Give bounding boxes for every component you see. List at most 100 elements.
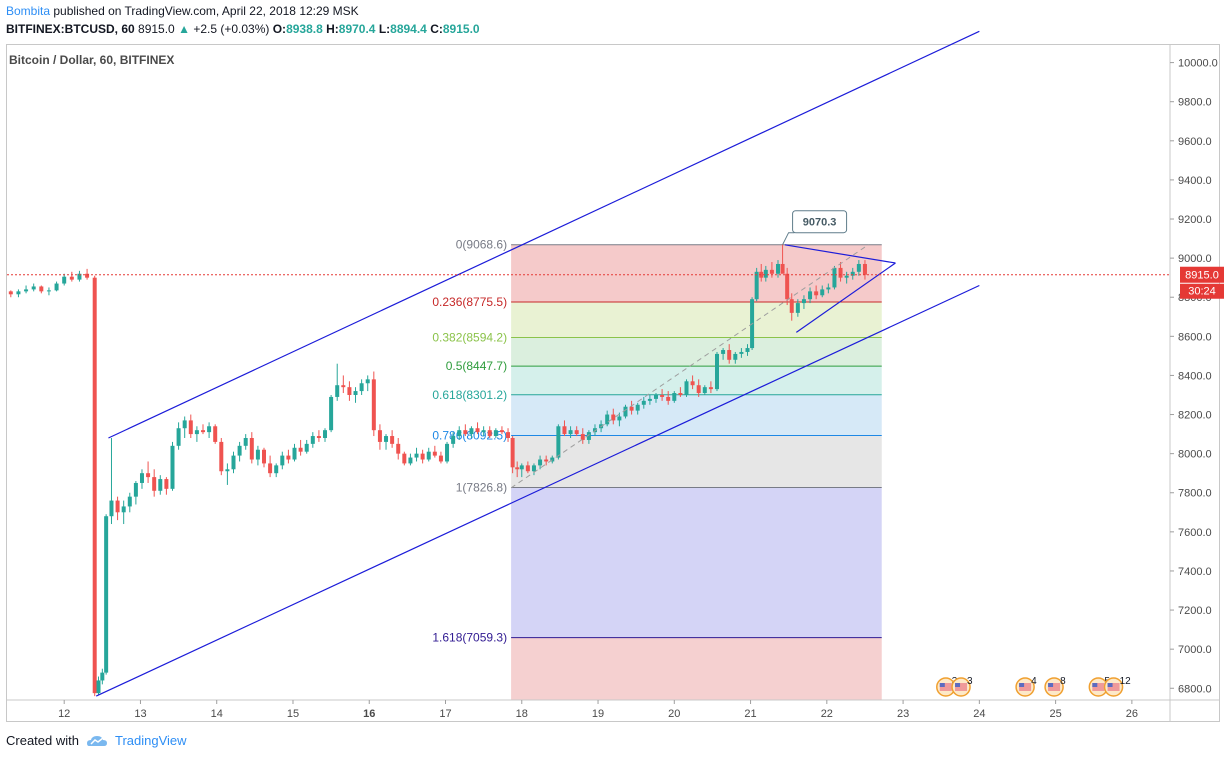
candle-body <box>46 290 51 292</box>
candle-body <box>182 420 187 429</box>
fib-level-label: 0.236(8775.5) <box>432 295 507 309</box>
event-marker-flag-icon[interactable]: 12 <box>1103 676 1132 697</box>
event-marker-flag <box>1048 683 1061 691</box>
y-tick-label: 8400.0 <box>1178 370 1212 382</box>
candle-body <box>623 406 628 417</box>
candle-body <box>660 394 665 397</box>
candle-body <box>826 287 831 290</box>
candle-body <box>237 445 242 456</box>
candle-body <box>127 496 132 507</box>
current-price-badge <box>1180 266 1224 283</box>
fib-band <box>511 366 882 395</box>
candle-body <box>92 277 97 694</box>
candle-body <box>432 451 437 456</box>
event-marker-flag-icon[interactable]: 8 <box>1044 676 1066 697</box>
candle-body <box>844 275 849 278</box>
event-marker-flag-canton <box>1107 683 1113 687</box>
candle-body <box>702 387 707 394</box>
candle-body <box>789 299 794 313</box>
symbol-ohlc-line: BITFINEX:BTCUSD, 60 8915.0 ▲ +2.5 (+0.03… <box>6 22 480 36</box>
event-markers[interactable]: 3348512 <box>936 676 1132 697</box>
candle-body <box>715 353 720 390</box>
candle-body <box>100 672 105 681</box>
candle-body <box>268 463 273 474</box>
event-marker-flag-canton <box>955 683 961 687</box>
x-tick-label: 18 <box>516 708 528 720</box>
y-tick-label: 7600.0 <box>1178 527 1212 539</box>
candle-body <box>506 432 511 438</box>
candle-body <box>24 289 29 292</box>
candle-body <box>733 353 738 360</box>
candle-body <box>329 396 334 431</box>
candle-body <box>838 267 843 278</box>
candle-body <box>487 430 492 437</box>
candle-body <box>611 414 616 421</box>
event-marker-flag-canton <box>1048 683 1054 687</box>
fib-levels: 0(9068.6) 0.236(8775.5) 0.382(8594.2) 0.5(8… <box>432 238 882 645</box>
candle-body <box>562 426 567 435</box>
fib-band <box>511 637 882 700</box>
y-tick-label: 7800.0 <box>1178 488 1212 500</box>
candle-body <box>754 271 759 300</box>
x-tick-label: 24 <box>973 708 985 720</box>
y-tick-label: 6800.0 <box>1178 683 1212 695</box>
fib-level-label: 0.382(8594.2) <box>432 330 507 344</box>
candle-body <box>310 436 315 444</box>
candle-body <box>463 430 468 435</box>
candle-body <box>574 430 579 435</box>
x-tick-label: 21 <box>744 708 756 720</box>
candle-body <box>586 432 591 440</box>
candle-body <box>445 443 450 462</box>
candle-body <box>353 391 358 395</box>
candle-body <box>568 430 573 435</box>
candle-body <box>371 379 376 431</box>
candle-body <box>451 436 456 444</box>
candle-body <box>384 436 389 442</box>
y-tick-label: 10000.0 <box>1178 58 1218 70</box>
candle-body <box>231 455 236 470</box>
trend-line-wedge-top <box>784 244 896 264</box>
candle-body <box>39 286 44 292</box>
event-marker-flag-canton <box>939 683 945 687</box>
candle-body <box>795 303 800 313</box>
x-tick-label: 25 <box>1049 708 1061 720</box>
candle-body <box>684 381 689 395</box>
trend-line-upper <box>108 30 980 439</box>
event-marker-flag <box>1092 683 1105 691</box>
candle-body <box>769 269 774 274</box>
x-tick-label: 15 <box>287 708 299 720</box>
candle-body <box>605 414 610 425</box>
candle-body <box>856 263 861 272</box>
candle-body <box>194 430 199 435</box>
event-marker-flag-icon[interactable]: 3 <box>951 676 973 697</box>
open-label: O: <box>272 22 287 36</box>
candle-body <box>469 428 474 435</box>
low-label: L: <box>378 22 391 36</box>
event-marker-flag <box>1019 683 1032 691</box>
candle-body <box>292 447 297 460</box>
y-tick-label: 7400.0 <box>1178 566 1212 578</box>
change-value: +2.5 (+0.03%) <box>193 22 270 36</box>
candle-body <box>347 387 352 395</box>
tradingview-link[interactable]: TradingView <box>114 733 187 748</box>
candle-body <box>617 416 622 421</box>
event-marker-count: 8 <box>1060 676 1066 687</box>
candle-body <box>629 406 634 411</box>
candle-body <box>139 473 144 483</box>
candle-body <box>323 430 328 438</box>
candle-body <box>556 426 561 458</box>
candle-body <box>243 438 248 446</box>
candle-body <box>335 385 340 397</box>
author-link[interactable]: Bombita <box>6 4 51 18</box>
y-tick-label: 9400.0 <box>1178 175 1212 187</box>
created-with-text: Created with <box>6 733 79 748</box>
x-tick-label: 13 <box>134 708 146 720</box>
candle-body <box>69 276 74 280</box>
candle-body <box>708 387 713 390</box>
event-marker-flag-icon[interactable]: 4 <box>1015 676 1037 697</box>
y-tick-label: 8200.0 <box>1178 410 1212 422</box>
chart-title: Bitcoin / Dollar, 60, BITFINEX <box>9 53 174 67</box>
high-value: 8970.4 <box>338 22 376 36</box>
candle-body <box>31 286 36 290</box>
